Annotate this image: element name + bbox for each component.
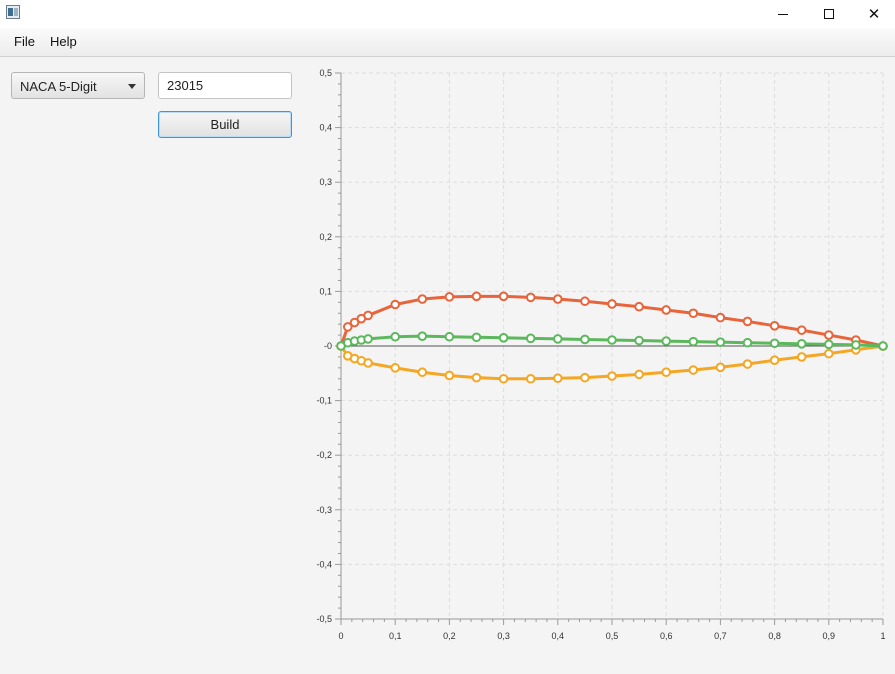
- data-point: [634, 335, 644, 346]
- data-point: [390, 331, 400, 342]
- data-point: [498, 373, 509, 384]
- data-point: [824, 348, 834, 359]
- data-point: [661, 336, 672, 346]
- data-point: [417, 331, 428, 341]
- app-icon: [6, 5, 20, 19]
- data-point: [769, 338, 780, 349]
- data-point: [363, 334, 373, 344]
- data-point: [390, 363, 400, 373]
- data-point: [498, 291, 509, 302]
- x-tick-label: 0: [338, 631, 343, 641]
- maximize-button[interactable]: [806, 0, 852, 28]
- data-point: [363, 358, 373, 368]
- data-point: [796, 325, 807, 335]
- title-bar: ✕: [0, 0, 895, 28]
- y-tick-label: -0,2: [316, 450, 332, 460]
- data-point: [525, 333, 536, 344]
- profile-type-dropdown[interactable]: NACA 5-Digit: [11, 72, 145, 99]
- x-tick-label: 0,1: [389, 631, 402, 641]
- y-tick-label: 0,2: [319, 232, 332, 242]
- data-point: [769, 355, 780, 365]
- build-button[interactable]: Build: [158, 111, 292, 138]
- minimize-icon: [778, 13, 788, 15]
- data-point: [498, 333, 509, 343]
- maximize-icon: [824, 9, 834, 19]
- data-point: [742, 359, 753, 369]
- menu-help[interactable]: Help: [50, 34, 77, 49]
- chevron-down-icon: [128, 84, 136, 89]
- x-tick-label: 0,3: [497, 631, 510, 641]
- data-point: [471, 291, 482, 302]
- data-point: [824, 339, 834, 350]
- data-point: [349, 317, 360, 328]
- close-button[interactable]: ✕: [851, 0, 895, 28]
- data-point: [580, 334, 590, 345]
- data-point: [444, 292, 455, 302]
- data-point: [607, 335, 617, 345]
- data-point: [552, 294, 563, 304]
- data-point: [769, 320, 780, 331]
- close-icon: ✕: [867, 5, 881, 23]
- data-point: [471, 372, 482, 383]
- menu-file[interactable]: File: [14, 34, 35, 49]
- data-point: [661, 305, 672, 315]
- data-point: [390, 299, 400, 310]
- menu-bar: File Help: [0, 28, 895, 57]
- chart-series: [336, 291, 888, 384]
- profile-type-value: NACA 5-Digit: [20, 79, 97, 94]
- y-tick-label: 0,4: [319, 123, 332, 133]
- data-point: [417, 294, 428, 304]
- data-point: [417, 367, 428, 378]
- data-point: [715, 362, 726, 373]
- data-point: [634, 301, 644, 312]
- data-point: [471, 332, 482, 343]
- data-point: [607, 299, 617, 309]
- data-point: [444, 370, 455, 381]
- data-point: [444, 331, 455, 342]
- data-point: [342, 322, 353, 332]
- data-point: [661, 367, 672, 378]
- data-point: [363, 310, 373, 321]
- data-point: [796, 352, 807, 362]
- data-point: [552, 373, 563, 384]
- y-tick-label: -0: [324, 341, 332, 351]
- data-point: [742, 337, 753, 348]
- x-tick-label: 0,4: [552, 631, 565, 641]
- data-point: [688, 336, 699, 347]
- airfoil-chart: -0,5 -0,4 -0,3 -0,2 -0,1 -0 0,1 0,2 0,3 0,4 0,5 0 0,…: [316, 68, 888, 641]
- data-point: [851, 340, 861, 350]
- data-point: [878, 341, 888, 351]
- y-tick-label: 0,3: [319, 177, 332, 187]
- x-tick-label: 0,7: [714, 631, 727, 641]
- naca-code-input[interactable]: [158, 72, 292, 99]
- chart-axes: -0,5 -0,4 -0,3 -0,2 -0,1 -0 0,1 0,2 0,3 0,4 0,5 0 0,…: [316, 68, 885, 641]
- y-tick-label: -0,1: [316, 396, 332, 406]
- data-point: [688, 365, 699, 375]
- y-tick-label: -0,3: [316, 505, 332, 515]
- data-point: [796, 339, 807, 349]
- data-point: [552, 334, 563, 344]
- data-point: [742, 316, 753, 327]
- data-point: [607, 371, 617, 381]
- y-tick-label: 0,1: [319, 286, 332, 296]
- data-point: [688, 308, 699, 319]
- data-point: [525, 373, 536, 384]
- x-tick-label: 0,2: [443, 631, 456, 641]
- x-tick-label: 0,6: [660, 631, 673, 641]
- y-tick-label: -0,4: [316, 559, 332, 569]
- data-point: [824, 330, 834, 340]
- data-point: [580, 372, 590, 383]
- y-tick-label: 0,5: [319, 68, 332, 78]
- data-point: [715, 337, 726, 347]
- data-point: [715, 312, 726, 323]
- minimize-button[interactable]: [760, 0, 806, 28]
- y-tick-label: -0,5: [316, 614, 332, 624]
- x-tick-label: 0,5: [606, 631, 619, 641]
- x-tick-label: 1: [880, 631, 885, 641]
- data-point: [634, 369, 644, 380]
- data-point: [580, 296, 590, 307]
- x-tick-label: 0,8: [768, 631, 781, 641]
- x-tick-label: 0,9: [823, 631, 836, 641]
- data-point: [525, 292, 536, 303]
